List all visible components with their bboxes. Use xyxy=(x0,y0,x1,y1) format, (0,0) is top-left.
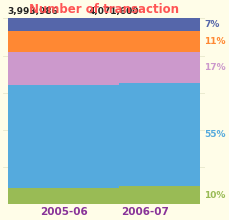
Text: 3,993,986: 3,993,986 xyxy=(8,7,59,16)
Bar xyxy=(8,188,119,204)
Bar xyxy=(89,18,200,31)
Bar xyxy=(8,52,119,85)
Text: 17%: 17% xyxy=(204,63,226,72)
Text: 11%: 11% xyxy=(204,37,226,46)
Title: Number of transaction: Number of transaction xyxy=(29,3,179,16)
Bar xyxy=(8,85,119,188)
Text: 10%: 10% xyxy=(204,191,226,200)
Bar xyxy=(8,31,119,52)
Bar xyxy=(8,18,119,31)
Text: 11%: 11% xyxy=(123,37,145,46)
Text: 55%: 55% xyxy=(204,130,226,139)
Bar xyxy=(89,186,200,204)
Text: 55%: 55% xyxy=(123,132,145,141)
Text: 7%: 7% xyxy=(123,20,139,29)
Bar xyxy=(89,52,200,83)
Text: 9%: 9% xyxy=(123,192,139,201)
Text: 4,071,600: 4,071,600 xyxy=(89,7,139,16)
Bar xyxy=(89,31,200,52)
Text: 18%: 18% xyxy=(123,64,145,73)
Bar xyxy=(89,83,200,186)
Text: 7%: 7% xyxy=(204,20,220,29)
